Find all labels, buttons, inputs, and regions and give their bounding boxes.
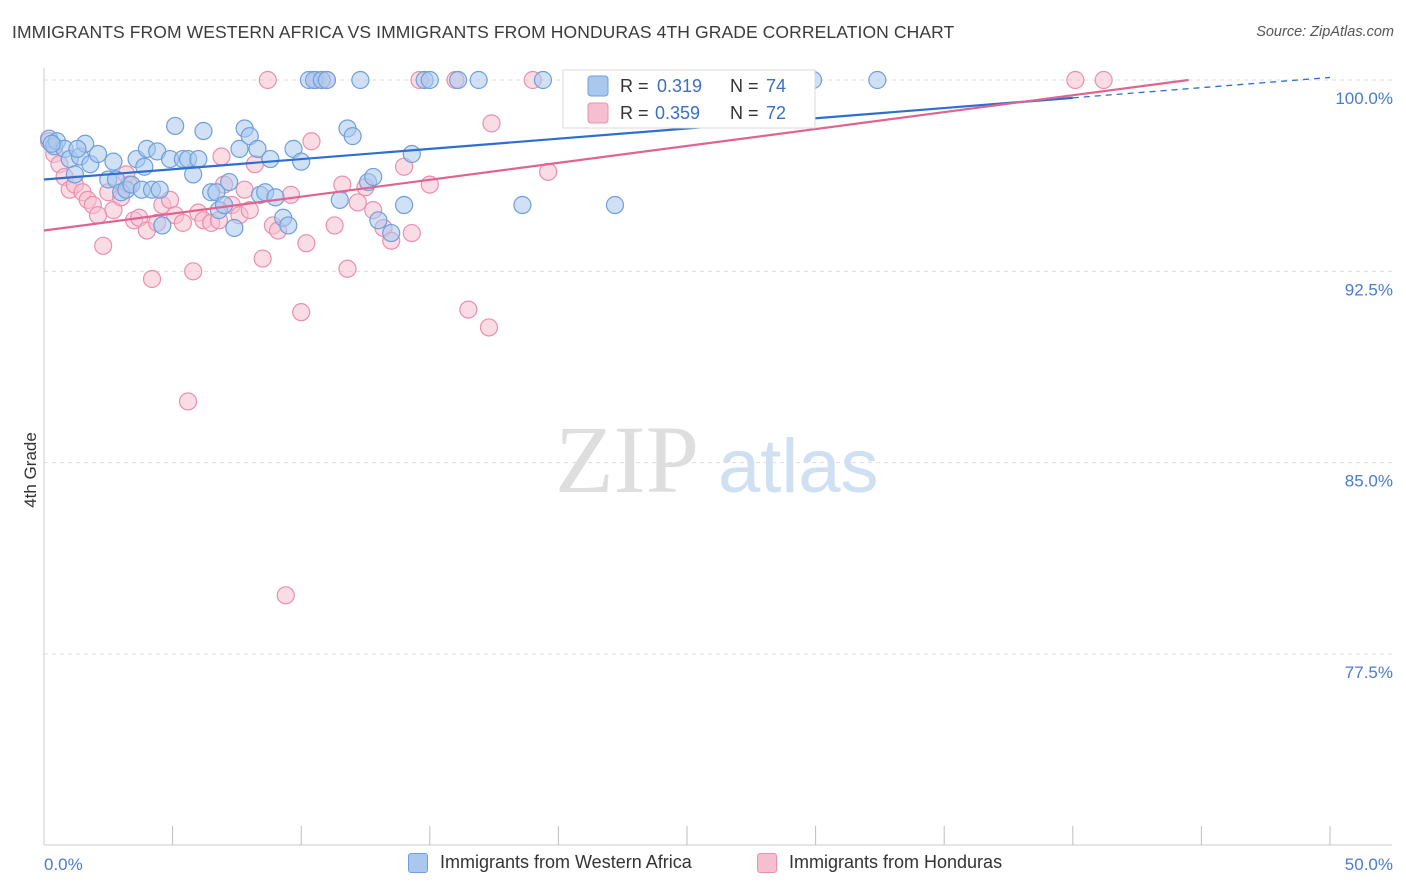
legend-item-western-africa: Immigrants from Western Africa	[408, 852, 692, 873]
legend-r-label-2: R =	[620, 103, 649, 123]
honduras-point-62	[482, 114, 501, 133]
honduras-point-50	[348, 193, 367, 212]
y-tick-label-0: 100.0%	[1335, 89, 1393, 108]
honduras-point-25	[184, 262, 203, 281]
western-africa-point-35	[220, 172, 239, 192]
western-africa-point-30	[194, 121, 213, 141]
western-africa-point-25	[166, 116, 185, 136]
axes	[43, 68, 1392, 846]
y-axis-label: 4th Grade	[21, 432, 40, 508]
legend-item-honduras: Immigrants from Honduras	[757, 852, 1002, 873]
western-africa-point-66	[469, 70, 488, 90]
legend-n-label-2: N =	[730, 103, 759, 123]
legend-n-value-1: 74	[766, 76, 786, 96]
western-africa-point-61	[394, 195, 414, 215]
legend-label-honduras: Immigrants from Honduras	[789, 852, 1003, 872]
western-africa-point-23	[153, 216, 172, 235]
honduras-point-37	[258, 70, 277, 90]
legend-r-value-1: 0.319	[657, 76, 702, 96]
honduras-point-9	[88, 206, 108, 225]
legend-swatch-honduras	[757, 852, 777, 873]
y-tick-labels: 100.0% 92.5% 85.0% 77.5%	[1335, 89, 1393, 682]
y-tick-label-2: 85.0%	[1345, 472, 1393, 491]
western-africa-point-58	[364, 167, 383, 187]
source-label: Source: ZipAtlas.com	[1256, 24, 1394, 40]
western-africa-point-56	[351, 70, 370, 90]
honduras-point-43	[297, 234, 316, 253]
trend-line-honduras	[43, 78, 1189, 232]
series-western-africa-points	[40, 70, 887, 243]
legend-r-label-1: R =	[620, 76, 649, 96]
x-tick-label-0: 0.0%	[44, 855, 83, 874]
honduras-point-36	[253, 249, 272, 268]
western-africa-point-37	[230, 139, 249, 158]
western-africa-point-48	[292, 152, 311, 171]
western-africa-point-55	[343, 127, 362, 146]
western-africa-point-59	[369, 211, 388, 230]
chart-title: IMMIGRANTS FROM WESTERN AFRICA VS IMMIGR…	[12, 22, 955, 42]
honduras-point-41	[281, 185, 301, 204]
x-tick-labels: 0.0% 50.0%	[44, 855, 1393, 874]
honduras-point-40	[276, 586, 295, 605]
legend-r-value-2: 0.359	[655, 103, 700, 123]
western-africa-point-71	[868, 70, 887, 90]
trend-line-western-africa	[43, 96, 1073, 181]
western-africa-point-64	[420, 70, 439, 90]
western-africa-point-65	[448, 70, 468, 90]
honduras-point-68	[1066, 70, 1085, 90]
western-africa-point-68	[533, 70, 553, 90]
trend-lines	[43, 76, 1331, 232]
western-africa-point-72	[42, 134, 61, 153]
legend-label-western-africa: Immigrants from Western Africa	[440, 852, 692, 872]
honduras-point-18	[142, 269, 162, 289]
y-tick-label-3: 77.5%	[1345, 663, 1393, 682]
western-africa-point-40	[248, 139, 267, 158]
western-africa-point-62	[402, 144, 421, 164]
western-africa-point-43	[261, 149, 280, 169]
honduras-point-10	[94, 236, 113, 255]
honduras-point-23	[173, 213, 192, 232]
western-africa-point-69	[605, 195, 625, 215]
western-africa-point-29	[189, 149, 208, 169]
honduras-point-49	[338, 259, 357, 278]
watermark: ZIP atlas	[555, 406, 879, 513]
western-africa-point-53	[330, 190, 349, 210]
legend-swatch-blue	[587, 75, 609, 97]
honduras-point-47	[325, 216, 344, 235]
watermark-atlas: atlas	[718, 424, 879, 509]
western-africa-point-52	[317, 70, 337, 90]
western-africa-point-73	[68, 139, 87, 158]
honduras-point-34	[240, 201, 259, 220]
western-africa-point-44	[266, 188, 285, 207]
stats-legend: R = 0.319 N = 74 R = 0.359 N = 72	[562, 69, 816, 129]
honduras-point-69	[1094, 70, 1113, 90]
y-tick-label-1: 92.5%	[1345, 280, 1393, 299]
western-africa-point-22	[150, 180, 169, 199]
western-africa-point-5	[65, 165, 84, 184]
honduras-point-60	[459, 300, 478, 319]
legend-n-value-2: 72	[766, 103, 786, 123]
x-tick-label-1: 50.0%	[1345, 855, 1393, 874]
honduras-point-24	[178, 392, 198, 411]
legend-n-label-1: N =	[730, 76, 759, 96]
honduras-point-71	[212, 147, 231, 166]
honduras-point-61	[479, 318, 499, 337]
western-africa-point-67	[513, 195, 532, 215]
western-africa-point-11	[104, 152, 123, 171]
honduras-point-33	[235, 180, 254, 199]
series-legend: Immigrants from Western Africa Immigrant…	[0, 852, 1406, 878]
western-africa-point-36	[225, 218, 244, 238]
honduras-point-42	[292, 303, 311, 322]
watermark-zip: ZIP	[555, 406, 699, 513]
honduras-point-56	[402, 223, 421, 243]
western-africa-point-9	[88, 144, 108, 164]
western-africa-point-46	[279, 216, 298, 235]
honduras-point-44	[302, 132, 321, 151]
western-africa-point-60	[382, 223, 401, 243]
legend-swatch-pink	[587, 102, 609, 124]
legend-swatch-western-africa	[408, 852, 428, 873]
